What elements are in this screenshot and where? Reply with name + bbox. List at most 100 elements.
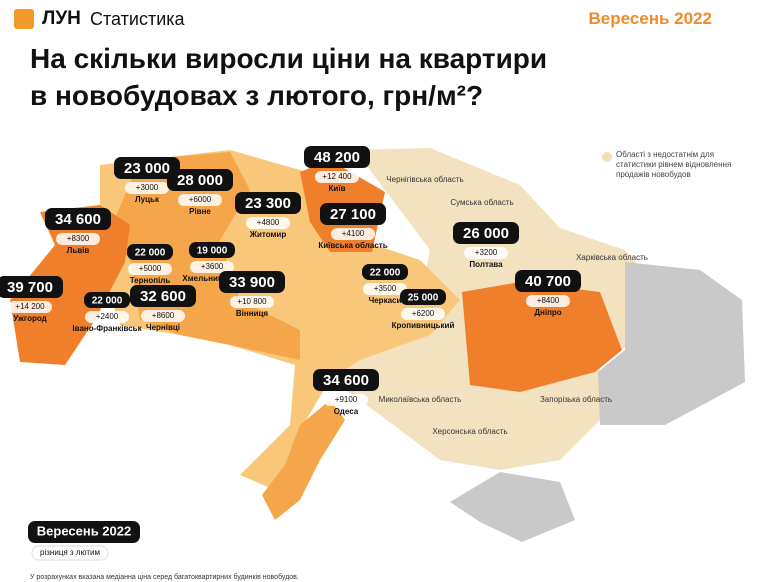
change: +8400 — [537, 296, 560, 305]
price: 27 100 — [330, 206, 376, 223]
key-change-box — [31, 545, 109, 561]
price-box — [320, 203, 386, 225]
change: +3000 — [136, 183, 159, 192]
change: +3600 — [201, 262, 224, 271]
price-box — [167, 169, 233, 191]
price-box — [84, 292, 130, 308]
change-pill — [331, 228, 375, 240]
price-box — [189, 242, 235, 258]
change-pill — [246, 217, 290, 229]
price-box — [362, 264, 408, 280]
change-pill — [85, 311, 129, 323]
price: 22 000 — [92, 296, 123, 307]
region-name: Київська область — [318, 241, 387, 250]
logo — [14, 9, 34, 29]
legend-note: Області з недостатнім для статистики рів… — [602, 150, 736, 180]
region-name: Тернопіль — [130, 276, 171, 285]
period: Вересень 2022 — [588, 9, 712, 28]
no-data-region: Миколаївська область — [379, 395, 462, 404]
change-pill — [125, 182, 169, 194]
price-box — [0, 276, 63, 298]
region-name: Дніпро — [534, 308, 561, 317]
region-name: Луцьк — [135, 195, 160, 204]
price: 39 700 — [7, 279, 53, 296]
region-shape — [262, 400, 345, 520]
price-box — [304, 146, 370, 168]
change: +12 400 — [322, 172, 352, 181]
price: 34 600 — [323, 372, 369, 389]
change-pill — [128, 263, 172, 275]
region-name: Одеса — [334, 407, 359, 416]
change: +6200 — [412, 309, 435, 318]
change-pill — [324, 394, 368, 406]
region-name: Ужгород — [13, 314, 46, 323]
change-pill — [464, 247, 508, 259]
price: 28 000 — [177, 172, 223, 189]
change: +8600 — [152, 311, 175, 320]
price: 23 000 — [124, 160, 170, 177]
change-pill — [526, 295, 570, 307]
price: 19 000 — [197, 246, 228, 257]
price: 23 300 — [245, 195, 291, 212]
price-box — [127, 244, 173, 260]
no-data-region: Запорізька область — [540, 395, 612, 404]
region-name: Кропивницький — [392, 321, 455, 330]
title-line: На скільки виросли ціни на квартири — [30, 43, 548, 74]
region-name: Київ — [329, 184, 346, 193]
change-pill — [8, 301, 52, 313]
title-line: в новобудовах з лютого, грн/м²? — [30, 80, 484, 111]
no-data-region: Сумська область — [450, 198, 513, 207]
no-data-region: Херсонська область — [432, 427, 507, 436]
price: 34 600 — [55, 211, 101, 228]
price: 26 000 — [463, 225, 509, 242]
price: 40 700 — [525, 273, 571, 290]
region-name: Хмельницький — [182, 274, 241, 283]
title: На скільки виросли ціни на квартири в но… — [30, 40, 547, 114]
change-pill — [401, 308, 445, 320]
price-box — [400, 289, 446, 305]
price-box — [45, 208, 111, 230]
price: 33 900 — [229, 274, 275, 291]
no-data-region: Харківська область — [576, 253, 648, 262]
price: 25 000 — [408, 293, 439, 304]
key-change: різниця з лютим — [40, 548, 100, 557]
change-pill — [56, 233, 100, 245]
map-shapes — [10, 148, 745, 542]
price-box — [235, 192, 301, 214]
change: +4100 — [342, 229, 365, 238]
change: +4800 — [257, 218, 280, 227]
key-price: Вересень 2022 — [37, 523, 131, 538]
price-box — [114, 157, 180, 179]
price: 32 600 — [140, 288, 186, 305]
region-name: Вінниця — [236, 309, 269, 318]
price: 22 000 — [370, 268, 401, 279]
price-box — [219, 271, 285, 293]
footnote: У розрахунках вказана медіанна ціна сере… — [30, 574, 299, 581]
change: +2400 — [96, 312, 119, 321]
occupied-shape — [598, 262, 745, 425]
change: +8300 — [67, 234, 90, 243]
no-data-region: Чернігівська область — [386, 175, 463, 184]
key: Вересень 2022 різниця з лютим — [28, 521, 140, 561]
change: +9100 — [335, 395, 358, 404]
change-pill — [315, 171, 359, 183]
change: +10 800 — [237, 297, 267, 306]
price-box — [453, 222, 519, 244]
change: +6000 — [189, 195, 212, 204]
price-box — [313, 369, 379, 391]
region-name: Івано-Франківськ — [72, 324, 142, 333]
key-price-box — [28, 521, 140, 543]
price: 48 200 — [314, 149, 360, 166]
region-name: Черкаси — [369, 296, 402, 305]
region-name: Полтава — [469, 260, 503, 269]
region-shape — [10, 205, 130, 365]
change: +3500 — [374, 284, 397, 293]
occupied-shape — [450, 472, 575, 542]
change: +5000 — [139, 264, 162, 273]
change-pill — [178, 194, 222, 206]
price-box — [515, 270, 581, 292]
change-pill — [141, 310, 185, 322]
region-shape — [462, 282, 622, 392]
